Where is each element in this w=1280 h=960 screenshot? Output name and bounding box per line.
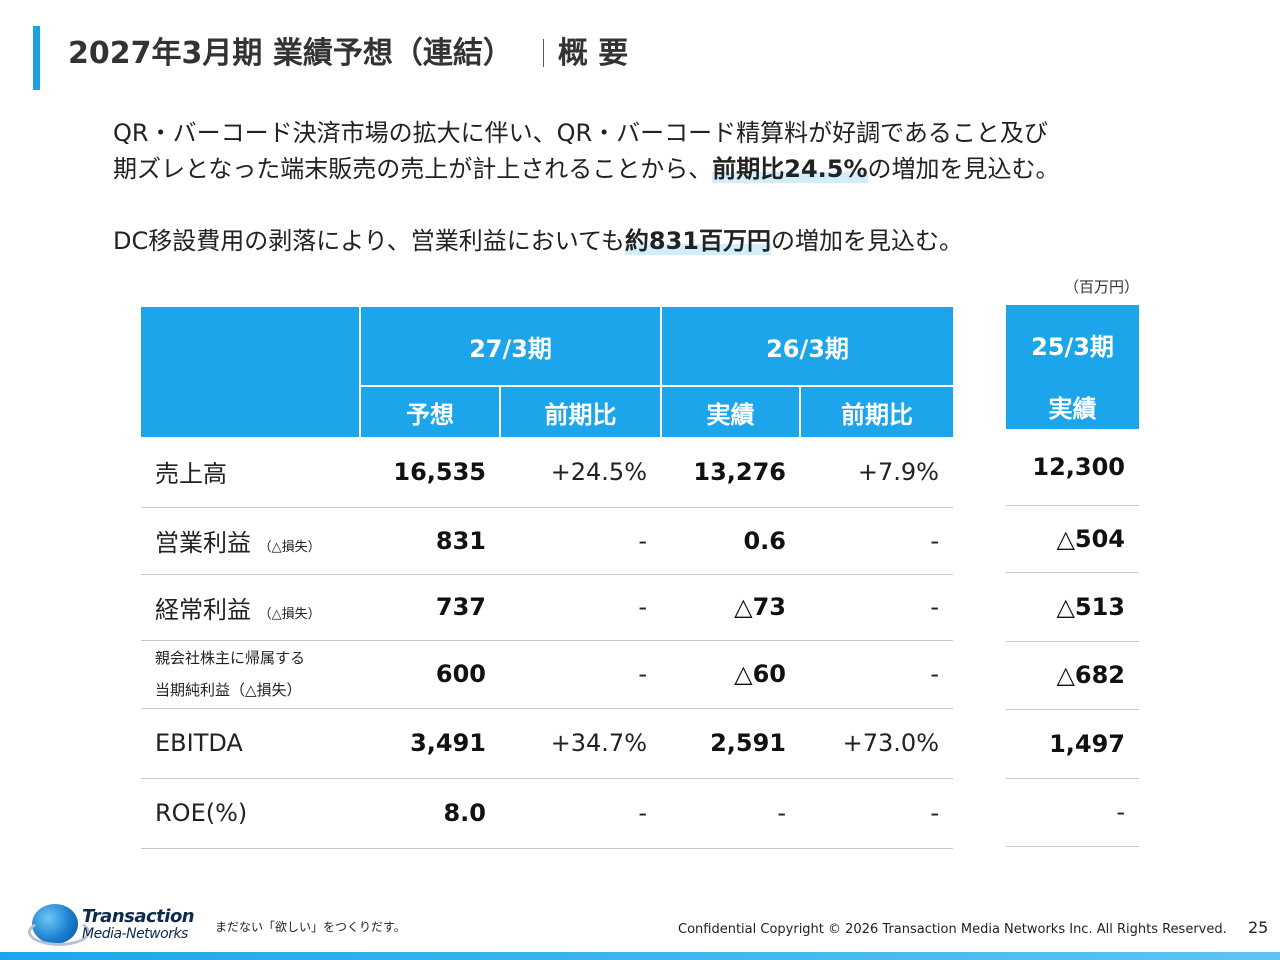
table-row: 売上高 16,535 +24.5% 13,276 +7.9%: [141, 437, 953, 508]
cell-fy25: 1,497: [1006, 709, 1139, 779]
table-row: ROE(%) 8.0 - - -: [141, 778, 953, 849]
header-yoy-fy27: 前期比: [499, 385, 661, 437]
row-label: ROE(%): [141, 778, 360, 849]
cell-fy27-yoy: -: [500, 507, 661, 575]
header-fy26: 26/3期: [660, 305, 953, 386]
cell-fy27-yoy: -: [500, 640, 661, 709]
cell-fy26-yoy: +73.0%: [800, 708, 953, 779]
header-actual-fy25: 実績: [1006, 383, 1139, 429]
row-label-text: 営業利益: [155, 529, 251, 557]
table-row: △513: [1006, 572, 1139, 642]
row-label: 営業利益 （△損失）: [141, 507, 360, 575]
logo-text-line-1: Transaction: [82, 906, 195, 927]
page-subtitle: 概 要: [557, 36, 629, 71]
cell-fy26: 0.6: [661, 507, 800, 575]
cell-fy25: -: [1006, 778, 1139, 847]
header-fy27: 27/3期: [359, 305, 661, 386]
company-logo: Transaction Media-Networks: [28, 900, 200, 950]
title-accent-bar: [33, 26, 40, 90]
cell-fy25: △513: [1006, 572, 1139, 642]
cell-fy27-yoy: -: [500, 778, 661, 849]
row-label: EBITDA: [141, 708, 360, 779]
cell-fy26: △60: [661, 640, 800, 709]
row-label: 親会社株主に帰属する 当期純利益（△損失）: [141, 640, 360, 709]
cell-fy25: 12,300: [1006, 429, 1139, 506]
cell-fy27-yoy: +34.7%: [500, 708, 661, 779]
logo-ring-icon: [28, 918, 90, 946]
table-row: △504: [1006, 505, 1139, 573]
cell-fy27: 8.0: [360, 778, 500, 849]
footer-accent-bar: [0, 952, 1280, 960]
summary-line-2-post: の増加を見込む。: [867, 155, 1060, 183]
header-fy25: 25/3期: [1006, 305, 1139, 383]
header-forecast: 予想: [359, 385, 500, 437]
summary-highlight-profit: 約831百万円: [624, 227, 771, 255]
summary-line-1: QR・バーコード決済市場の拡大に伴い、QR・バーコード精算料が好調であること及び: [113, 119, 1048, 147]
header-yoy-fy26: 前期比: [799, 385, 953, 437]
row-label-note: （△損失）: [258, 606, 321, 622]
cell-fy26: 2,591: [661, 708, 800, 779]
prior-year-table: 25/3期 実績 12,300 △504 △513 △682 1,497 -: [1006, 305, 1139, 847]
cell-fy27: 16,535: [360, 437, 500, 508]
cell-fy26: -: [661, 778, 800, 849]
table-row: 12,300: [1006, 429, 1139, 506]
table-row: 経常利益 （△損失） 737 - △73 -: [141, 574, 953, 641]
page-title-text: 2027年3月期 業績予想（連結）: [68, 36, 513, 71]
cell-fy26-yoy: +7.9%: [800, 437, 953, 508]
row-label: 売上高: [141, 437, 360, 508]
page-number: 25: [1248, 918, 1269, 937]
row-label-note: （△損失）: [258, 540, 321, 555]
summary-line-3-post: の増加を見込む。: [771, 227, 963, 255]
table-row: △682: [1006, 641, 1139, 710]
tagline: まだない「欲しい」をつくりだす。: [215, 920, 406, 934]
table-row: -: [1006, 778, 1139, 847]
unit-label: （百万円）: [1064, 278, 1140, 296]
summary-line-3: DC移設費用の剥落により、営業利益においても約831百万円の増加を見込む。: [113, 223, 1060, 259]
title-separator: [542, 39, 544, 67]
row-label-text: 親会社株主に帰属する: [155, 649, 306, 667]
cell-fy27-yoy: -: [500, 574, 661, 641]
table-corner-header: [141, 305, 360, 437]
cell-fy27: 737: [360, 574, 500, 641]
summary-line-3-pre: DC移設費用の剥落により、営業利益においても: [113, 227, 625, 255]
forecast-table: 27/3期 26/3期 予想 前期比 実績 前期比 売上高 16,535 +24…: [141, 305, 953, 849]
summary-line-2: 期ズレとなった端末販売の売上が計上されることから、前期比24.5%の増加を見込む…: [113, 151, 1060, 187]
cell-fy25: △504: [1006, 505, 1139, 573]
row-label-text: 経常利益: [155, 595, 251, 624]
cell-fy27: 3,491: [360, 708, 500, 779]
header-actual-fy26: 実績: [660, 385, 800, 437]
row-label-note: 当期純利益（△損失）: [155, 681, 302, 699]
cell-fy26: 13,276: [661, 437, 800, 508]
row-label: 経常利益 （△損失）: [141, 574, 360, 641]
cell-fy26-yoy: -: [800, 574, 953, 641]
table-row: 1,497: [1006, 709, 1139, 779]
logo-text-line-2: Media-Networks: [82, 926, 188, 942]
summary-highlight-growth: 前期比24.5%: [712, 155, 868, 183]
cell-fy27: 831: [360, 507, 500, 575]
page-title: 2027年3月期 業績予想（連結） 概 要: [68, 32, 628, 76]
cell-fy27-yoy: +24.5%: [500, 437, 661, 508]
copyright-notice: Confidential Copyright © 2026 Transactio…: [678, 922, 1227, 937]
cell-fy27: 600: [360, 640, 500, 709]
summary-line-2-pre: 期ズレとなった端末販売の売上が計上されることから、: [113, 155, 713, 183]
table-row: 営業利益 （△損失） 831 - 0.6 -: [141, 507, 953, 575]
table-row: 親会社株主に帰属する 当期純利益（△損失） 600 - △60 -: [141, 640, 953, 709]
cell-fy26: △73: [661, 574, 800, 641]
cell-fy26-yoy: -: [800, 778, 953, 849]
cell-fy26-yoy: -: [800, 640, 953, 709]
cell-fy25: △682: [1006, 641, 1139, 710]
table-row: EBITDA 3,491 +34.7% 2,591 +73.0%: [141, 708, 953, 779]
cell-fy26-yoy: -: [800, 507, 953, 575]
summary-text: QR・バーコード決済市場の拡大に伴い、QR・バーコード精算料が好調であること及び…: [113, 115, 1060, 259]
